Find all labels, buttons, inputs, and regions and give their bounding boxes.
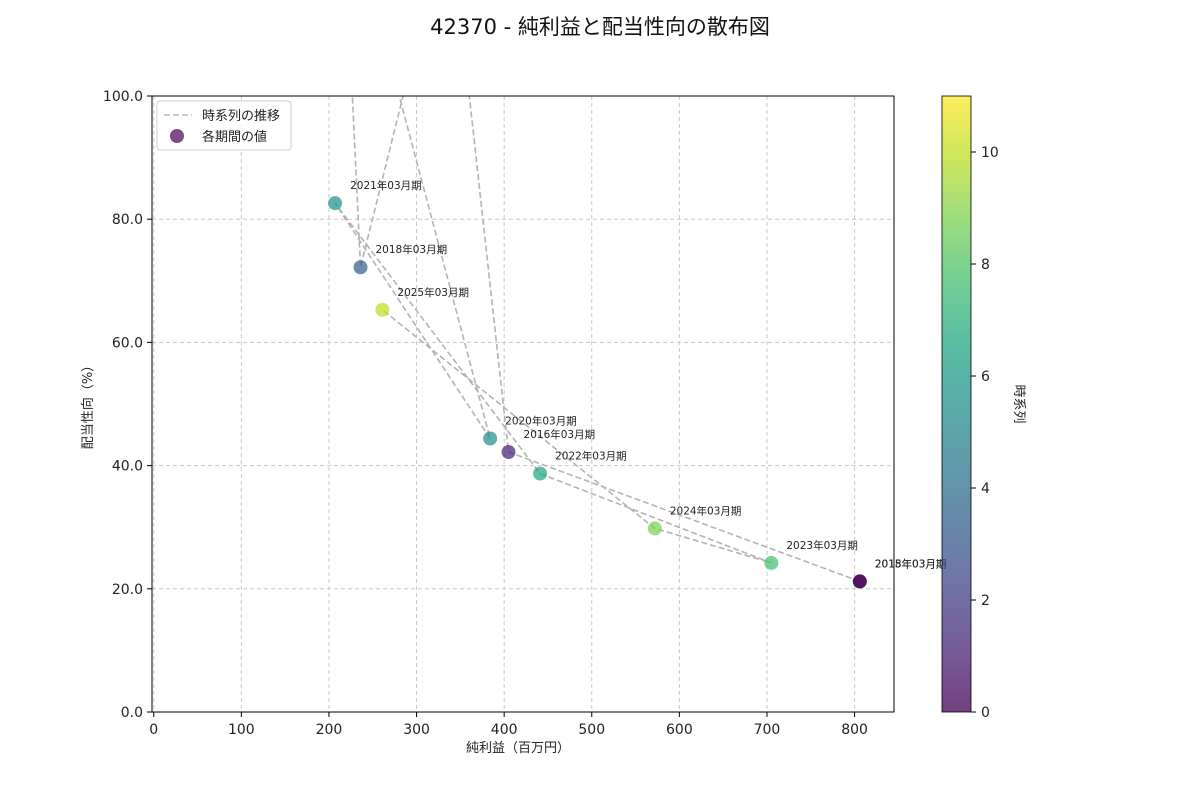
data-points: [328, 196, 867, 589]
colorbar-tick-label: 6: [981, 369, 990, 385]
colorbar-tick-label: 2: [981, 593, 990, 609]
y-tick-label: 80.0: [112, 212, 143, 228]
x-tick-label: 200: [316, 722, 343, 738]
point-label: 2022年03月期: [555, 450, 627, 463]
data-point: [375, 302, 390, 317]
y-axis-ticks: 0.0 20.0 40.0 60.0 80.0 100.0: [103, 89, 152, 721]
data-point: [533, 466, 548, 481]
point-label: 2020年03月期: [505, 414, 577, 427]
grid: [152, 95, 894, 713]
colorbar-tick-label: 10: [981, 145, 999, 161]
x-tick-label: 700: [754, 722, 781, 738]
data-point: [647, 521, 662, 536]
x-tick-label: 400: [491, 722, 518, 738]
point-labels: 2015年03月期 2016年03月期 2018年03月期 2020年03月期 2021…: [350, 179, 946, 570]
colorbar-tick-label: 4: [981, 481, 990, 497]
y-tick-label: 0.0: [121, 705, 143, 721]
point-label: 2016年03月期: [524, 428, 596, 441]
data-point: [483, 431, 498, 446]
data-point: [501, 445, 516, 460]
x-tick-label: 500: [578, 722, 605, 738]
x-tick-label: 600: [666, 722, 693, 738]
x-axis-ticks: 0 100 200 300 400 500 600 700 800: [149, 712, 868, 738]
y-tick-label: 100.0: [103, 89, 143, 105]
x-tick-label: 100: [228, 722, 255, 738]
colorbar-tick-label: 8: [981, 257, 990, 273]
y-axis-title: 配当性向（%）: [80, 359, 96, 449]
point-label: 2023年03月期: [786, 539, 858, 552]
legend-scatter-label: 各期間の値: [202, 129, 267, 145]
x-axis-title: 純利益（百万円）: [466, 741, 570, 756]
x-tick-label: 0: [149, 722, 158, 738]
chart-title: 42370 - 純利益と配当性向の散布図: [430, 15, 770, 39]
y-tick-label: 20.0: [112, 582, 143, 598]
data-point: [764, 555, 779, 570]
trend-path: [334, 96, 861, 583]
point-label: 2025年03月期: [397, 286, 469, 299]
data-point: [852, 574, 867, 589]
colorbar-ticks: 0 2 4 6 8 10: [971, 145, 999, 721]
y-tick-label: 60.0: [112, 335, 143, 351]
data-point: [353, 260, 368, 275]
plot-frame: [151, 95, 895, 713]
data-point: [328, 196, 343, 211]
legend-line-label: 時系列の推移: [202, 109, 280, 124]
legend: 時系列の推移 各期間の値: [156, 100, 292, 151]
x-tick-label: 800: [841, 722, 868, 738]
legend-box: [156, 100, 292, 151]
colorbar-label: 時系列: [1011, 384, 1026, 423]
x-tick-label: 300: [403, 722, 430, 738]
legend-scatter-swatch: [170, 129, 184, 143]
colorbar-tick-label: 0: [981, 705, 990, 721]
point-label: 2024年03月期: [670, 504, 742, 517]
point-label: 2015年03月期: [875, 557, 947, 570]
point-label: 2018年03月期: [875, 557, 947, 570]
trend-line: [334, 96, 861, 583]
point-label: 2021年03月期: [350, 179, 422, 192]
point-label: 2018年03月期: [375, 243, 447, 256]
colorbar-gradient: [941, 95, 972, 713]
colorbar: 0 2 4 6 8 10 時系列: [941, 95, 1026, 721]
y-tick-label: 40.0: [112, 459, 143, 475]
